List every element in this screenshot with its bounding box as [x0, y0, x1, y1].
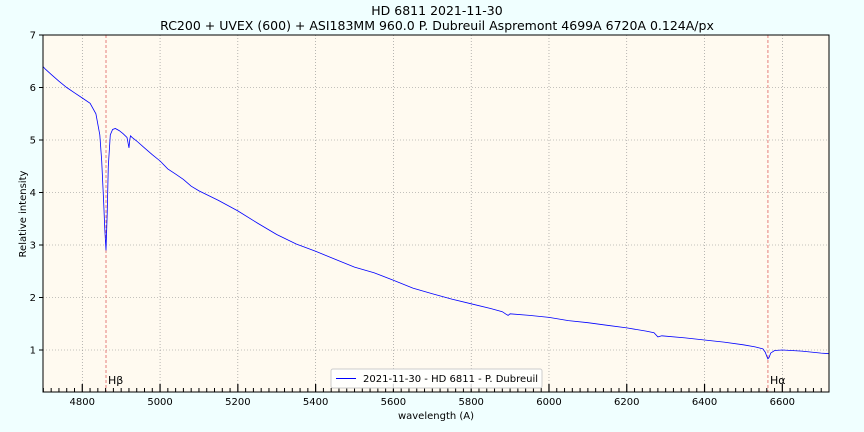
line-label: Hβ — [108, 374, 123, 387]
y-axis-label: Relative intensity — [18, 170, 29, 257]
y-tick-label: 1 — [30, 346, 36, 357]
line-annotations: Hβ Hα — [108, 374, 785, 387]
x-tick-label: 5800 — [458, 397, 483, 408]
x-tick-label: 5000 — [147, 397, 172, 408]
y-tick-label: 3 — [30, 241, 36, 252]
x-tick-label: 5200 — [225, 397, 250, 408]
line-label: Hα — [770, 374, 786, 387]
legend-entry: 2021-11-30 - HD 6811 - P. Dubreuil — [363, 374, 538, 385]
series-line — [42, 66, 830, 360]
x-tick-label: 5600 — [381, 397, 406, 408]
y-tick-label: 7 — [30, 31, 36, 42]
x-tick-label: 4800 — [70, 397, 95, 408]
legend-box — [330, 368, 543, 389]
x-tick-label: 5400 — [303, 397, 328, 408]
x-tick-label: 6600 — [770, 397, 795, 408]
x-tick-label: 6200 — [614, 397, 639, 408]
y-tick-label: 4 — [30, 188, 36, 199]
x-tick-label: 6400 — [692, 397, 717, 408]
chart-subtitle: RC200 + UVEX (600) + ASI183MM 960.0 P. D… — [160, 18, 714, 33]
plot-frame — [42, 34, 830, 393]
y-tick-label: 2 — [30, 293, 36, 304]
y-axis: 1 2 3 4 5 6 7 — [30, 31, 43, 357]
y-tick-label: 6 — [30, 83, 36, 94]
x-tick-label: 6000 — [536, 397, 561, 408]
reference-lines — [105, 35, 769, 392]
x-axis-label: wavelength (A) — [398, 411, 474, 422]
y-tick-label: 5 — [30, 136, 36, 147]
chart-title: HD 6811 2021-11-30 — [371, 3, 502, 18]
plot-area — [43, 35, 829, 392]
legend: 2021-11-30 - HD 6811 - P. Dubreuil — [330, 368, 543, 389]
minor-ticks — [42, 388, 830, 392]
grid-lines — [43, 34, 829, 392]
x-axis: 4800 5000 5200 5400 5600 5800 6000 6200 6400 6600 — [70, 384, 795, 408]
